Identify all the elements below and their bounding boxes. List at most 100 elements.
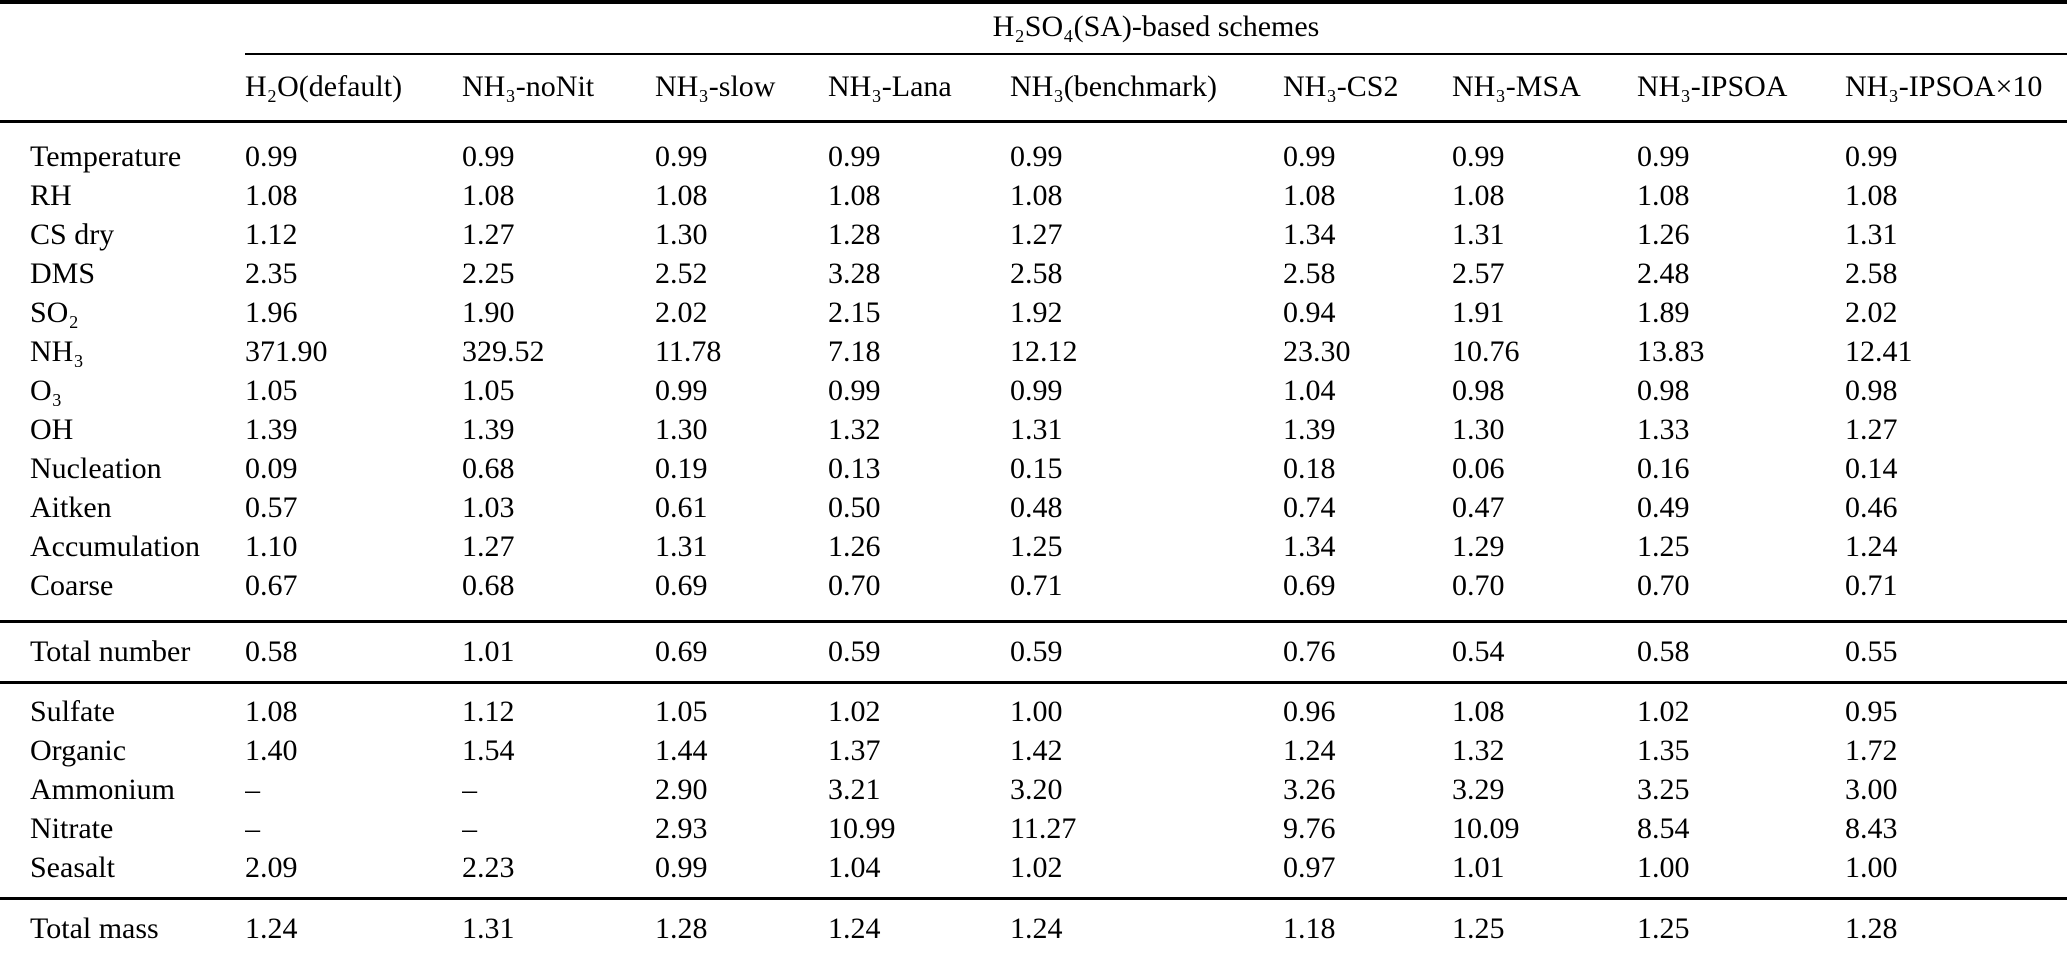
value-cell: 1.04: [1283, 374, 1336, 407]
row-label: Coarse: [30, 569, 114, 602]
value-cell: 0.99: [1010, 374, 1063, 407]
value-cell: 0.49: [1637, 491, 1690, 524]
value-cell: 8.43: [1845, 812, 1898, 845]
value-cell: 1.28: [655, 912, 708, 945]
value-cell: 2.02: [655, 296, 708, 329]
value-cell: 1.92: [1010, 296, 1063, 329]
value-cell: 3.00: [1845, 773, 1898, 806]
value-cell: 0.70: [1452, 569, 1505, 602]
table-row: Organic 1.40 1.54 1.44 1.37 1.42 1.24 1.32 1.35 1…: [0, 731, 2067, 770]
value-cell: 1.27: [462, 530, 515, 563]
value-cell: 1.29: [1452, 530, 1505, 563]
value-cell: 0.06: [1452, 452, 1505, 485]
value-cell: 1.31: [1452, 218, 1505, 251]
value-cell: 1.27: [1010, 218, 1063, 251]
table-row: Sulfate 1.08 1.12 1.05 1.02 1.00 0.96 1.08 1.02 0…: [0, 683, 2067, 732]
value-cell: 0.69: [655, 635, 708, 668]
value-cell: 0.69: [1283, 569, 1336, 602]
value-cell: 12.41: [1845, 335, 1913, 368]
value-cell: 1.34: [1283, 530, 1336, 563]
value-cell: 1.08: [1452, 695, 1505, 728]
row-label-header: [0, 54, 245, 123]
value-cell: 0.46: [1845, 491, 1898, 524]
value-cell: 1.26: [828, 530, 881, 563]
value-cell: 0.47: [1452, 491, 1505, 524]
row-label: DMS: [30, 257, 96, 290]
row-label: Temperature: [30, 140, 182, 173]
value-cell: 10.99: [828, 812, 896, 845]
value-cell: 7.18: [828, 335, 881, 368]
value-cell: 1.27: [1845, 413, 1898, 446]
value-cell: 1.25: [1637, 912, 1690, 945]
value-cell: 1.08: [245, 695, 298, 728]
value-cell: 1.12: [245, 218, 298, 251]
value-cell: 1.25: [1010, 530, 1063, 563]
value-cell: 1.08: [245, 179, 298, 212]
value-cell: 371.90: [245, 335, 328, 368]
value-cell: 0.09: [245, 452, 298, 485]
value-cell: 0.97: [1283, 851, 1336, 884]
row-label: OH: [30, 413, 74, 446]
value-cell: 1.24: [245, 912, 298, 945]
value-cell: 0.71: [1845, 569, 1898, 602]
value-cell: 1.00: [1637, 851, 1690, 884]
value-cell: 1.02: [1637, 695, 1690, 728]
value-cell: 2.35: [245, 257, 298, 290]
value-cell: 1.30: [655, 413, 708, 446]
column-header-7: NH₃-MSA: [1452, 54, 1637, 123]
value-cell: 0.48: [1010, 491, 1063, 524]
value-cell: 2.02: [1845, 296, 1898, 329]
value-cell: 0.99: [1637, 140, 1690, 173]
value-cell: –: [245, 812, 260, 845]
value-cell: 0.99: [828, 140, 881, 173]
value-cell: 0.99: [462, 140, 515, 173]
value-cell: 0.61: [655, 491, 708, 524]
value-cell: 1.31: [462, 912, 515, 945]
value-cell: 0.59: [1010, 635, 1063, 668]
value-cell: 1.08: [1845, 179, 1898, 212]
value-cell: 1.34: [1283, 218, 1336, 251]
value-cell: 1.26: [1637, 218, 1690, 251]
value-cell: 2.58: [1845, 257, 1898, 290]
value-cell: 3.26: [1283, 773, 1336, 806]
value-cell: 0.69: [655, 569, 708, 602]
value-cell: 1.42: [1010, 734, 1063, 767]
value-cell: 0.99: [1283, 140, 1336, 173]
value-cell: 1.28: [828, 218, 881, 251]
value-cell: 2.93: [655, 812, 708, 845]
row-group-2: Total number 0.58 1.01 0.69 0.59 0.59 0.76 0.54…: [0, 621, 2067, 683]
column-header-5: NH₃(benchmark): [1010, 54, 1283, 123]
row-label: O₃: [30, 374, 63, 407]
value-cell: 1.37: [828, 734, 881, 767]
value-cell: 0.99: [1452, 140, 1505, 173]
value-cell: 1.12: [462, 695, 515, 728]
value-cell: 1.25: [1452, 912, 1505, 945]
table-row: OH 1.39 1.39 1.30 1.32 1.31 1.39 1.30 1.33 1.27: [0, 410, 2067, 449]
row-group-4: Total mass 1.24 1.31 1.28 1.24 1.24 1.18 1.25 1.…: [0, 898, 2067, 953]
value-cell: 1.03: [462, 491, 515, 524]
row-group-1: Temperature 0.99 0.99 0.99 0.99 0.99 0.99 0.99 0…: [0, 121, 2067, 622]
value-cell: 1.08: [1010, 179, 1063, 212]
table-row: Nucleation 0.09 0.68 0.19 0.13 0.15 0.18 0.06 0.…: [0, 449, 2067, 488]
value-cell: 2.58: [1010, 257, 1063, 290]
row-label: RH: [30, 179, 72, 212]
value-cell: 0.50: [828, 491, 881, 524]
table-row: Seasalt 2.09 2.23 0.99 1.04 1.02 0.97 1.01 1.00 1…: [0, 848, 2067, 899]
value-cell: 0.14: [1845, 452, 1898, 485]
value-cell: 1.96: [245, 296, 298, 329]
value-cell: 1.24: [828, 912, 881, 945]
value-cell: 1.30: [1452, 413, 1505, 446]
value-cell: 1.10: [245, 530, 298, 563]
table-row: Aitken 0.57 1.03 0.61 0.50 0.48 0.74 0.47 0.49 0.…: [0, 488, 2067, 527]
table-row: Total mass 1.24 1.31 1.28 1.24 1.24 1.18 1.25 1.…: [0, 899, 2067, 953]
value-cell: –: [245, 773, 260, 806]
value-cell: 0.70: [828, 569, 881, 602]
column-header-1: H₂O(default): [245, 54, 462, 123]
value-cell: 3.25: [1637, 773, 1690, 806]
table-row: NH₃ 371.90 329.52 11.78 7.18 12.12 23.30 10.76 1…: [0, 332, 2067, 371]
value-cell: 0.67: [245, 569, 298, 602]
value-cell: 1.02: [1010, 851, 1063, 884]
value-cell: 9.76: [1283, 812, 1336, 845]
row-label: Organic: [30, 734, 127, 767]
